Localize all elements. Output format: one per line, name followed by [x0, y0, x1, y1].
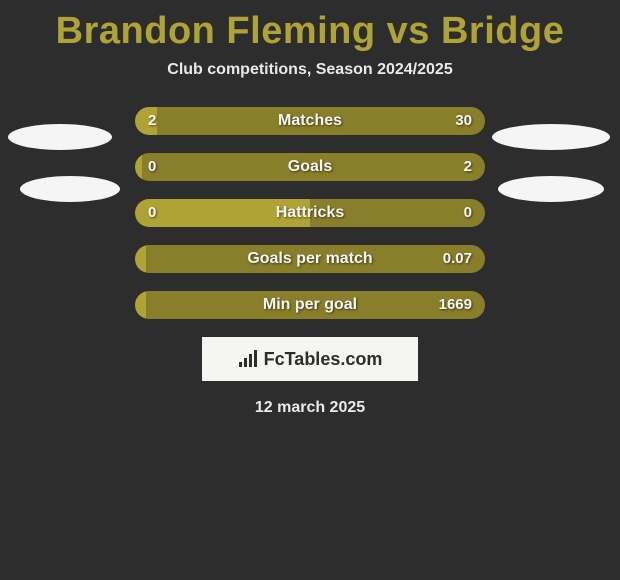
comparison-row: Goals per match0.07	[0, 245, 620, 273]
attribution-box: FcTables.com	[202, 337, 418, 381]
bar-track: Min per goal	[135, 291, 485, 319]
bar-label: Min per goal	[135, 291, 485, 319]
value-left: 2	[148, 107, 156, 135]
decorative-oval	[8, 124, 112, 150]
value-right: 0	[464, 199, 472, 227]
bar-label: Goals	[135, 153, 485, 181]
value-left: 0	[148, 199, 156, 227]
bar-track: Hattricks	[135, 199, 485, 227]
value-right: 0.07	[443, 245, 472, 273]
bar-track: Goals per match	[135, 245, 485, 273]
decorative-oval	[20, 176, 120, 202]
value-right: 30	[455, 107, 472, 135]
value-right: 1669	[439, 291, 472, 319]
page-title: Brandon Fleming vs Bridge	[0, 0, 620, 53]
bar-chart-icon	[238, 350, 258, 368]
decorative-oval	[498, 176, 604, 202]
bar-label: Hattricks	[135, 199, 485, 227]
bar-track: Goals	[135, 153, 485, 181]
subtitle: Club competitions, Season 2024/2025	[0, 61, 620, 79]
bar-track: Matches	[135, 107, 485, 135]
bar-label: Goals per match	[135, 245, 485, 273]
decorative-oval	[492, 124, 610, 150]
date-text: 12 march 2025	[0, 399, 620, 417]
comparison-row: Hattricks0 0	[0, 199, 620, 227]
value-left: 0	[148, 153, 156, 181]
value-right: 2	[464, 153, 472, 181]
attribution-text: FcTables.com	[264, 349, 383, 370]
comparison-row: Min per goal1669	[0, 291, 620, 319]
bar-label: Matches	[135, 107, 485, 135]
